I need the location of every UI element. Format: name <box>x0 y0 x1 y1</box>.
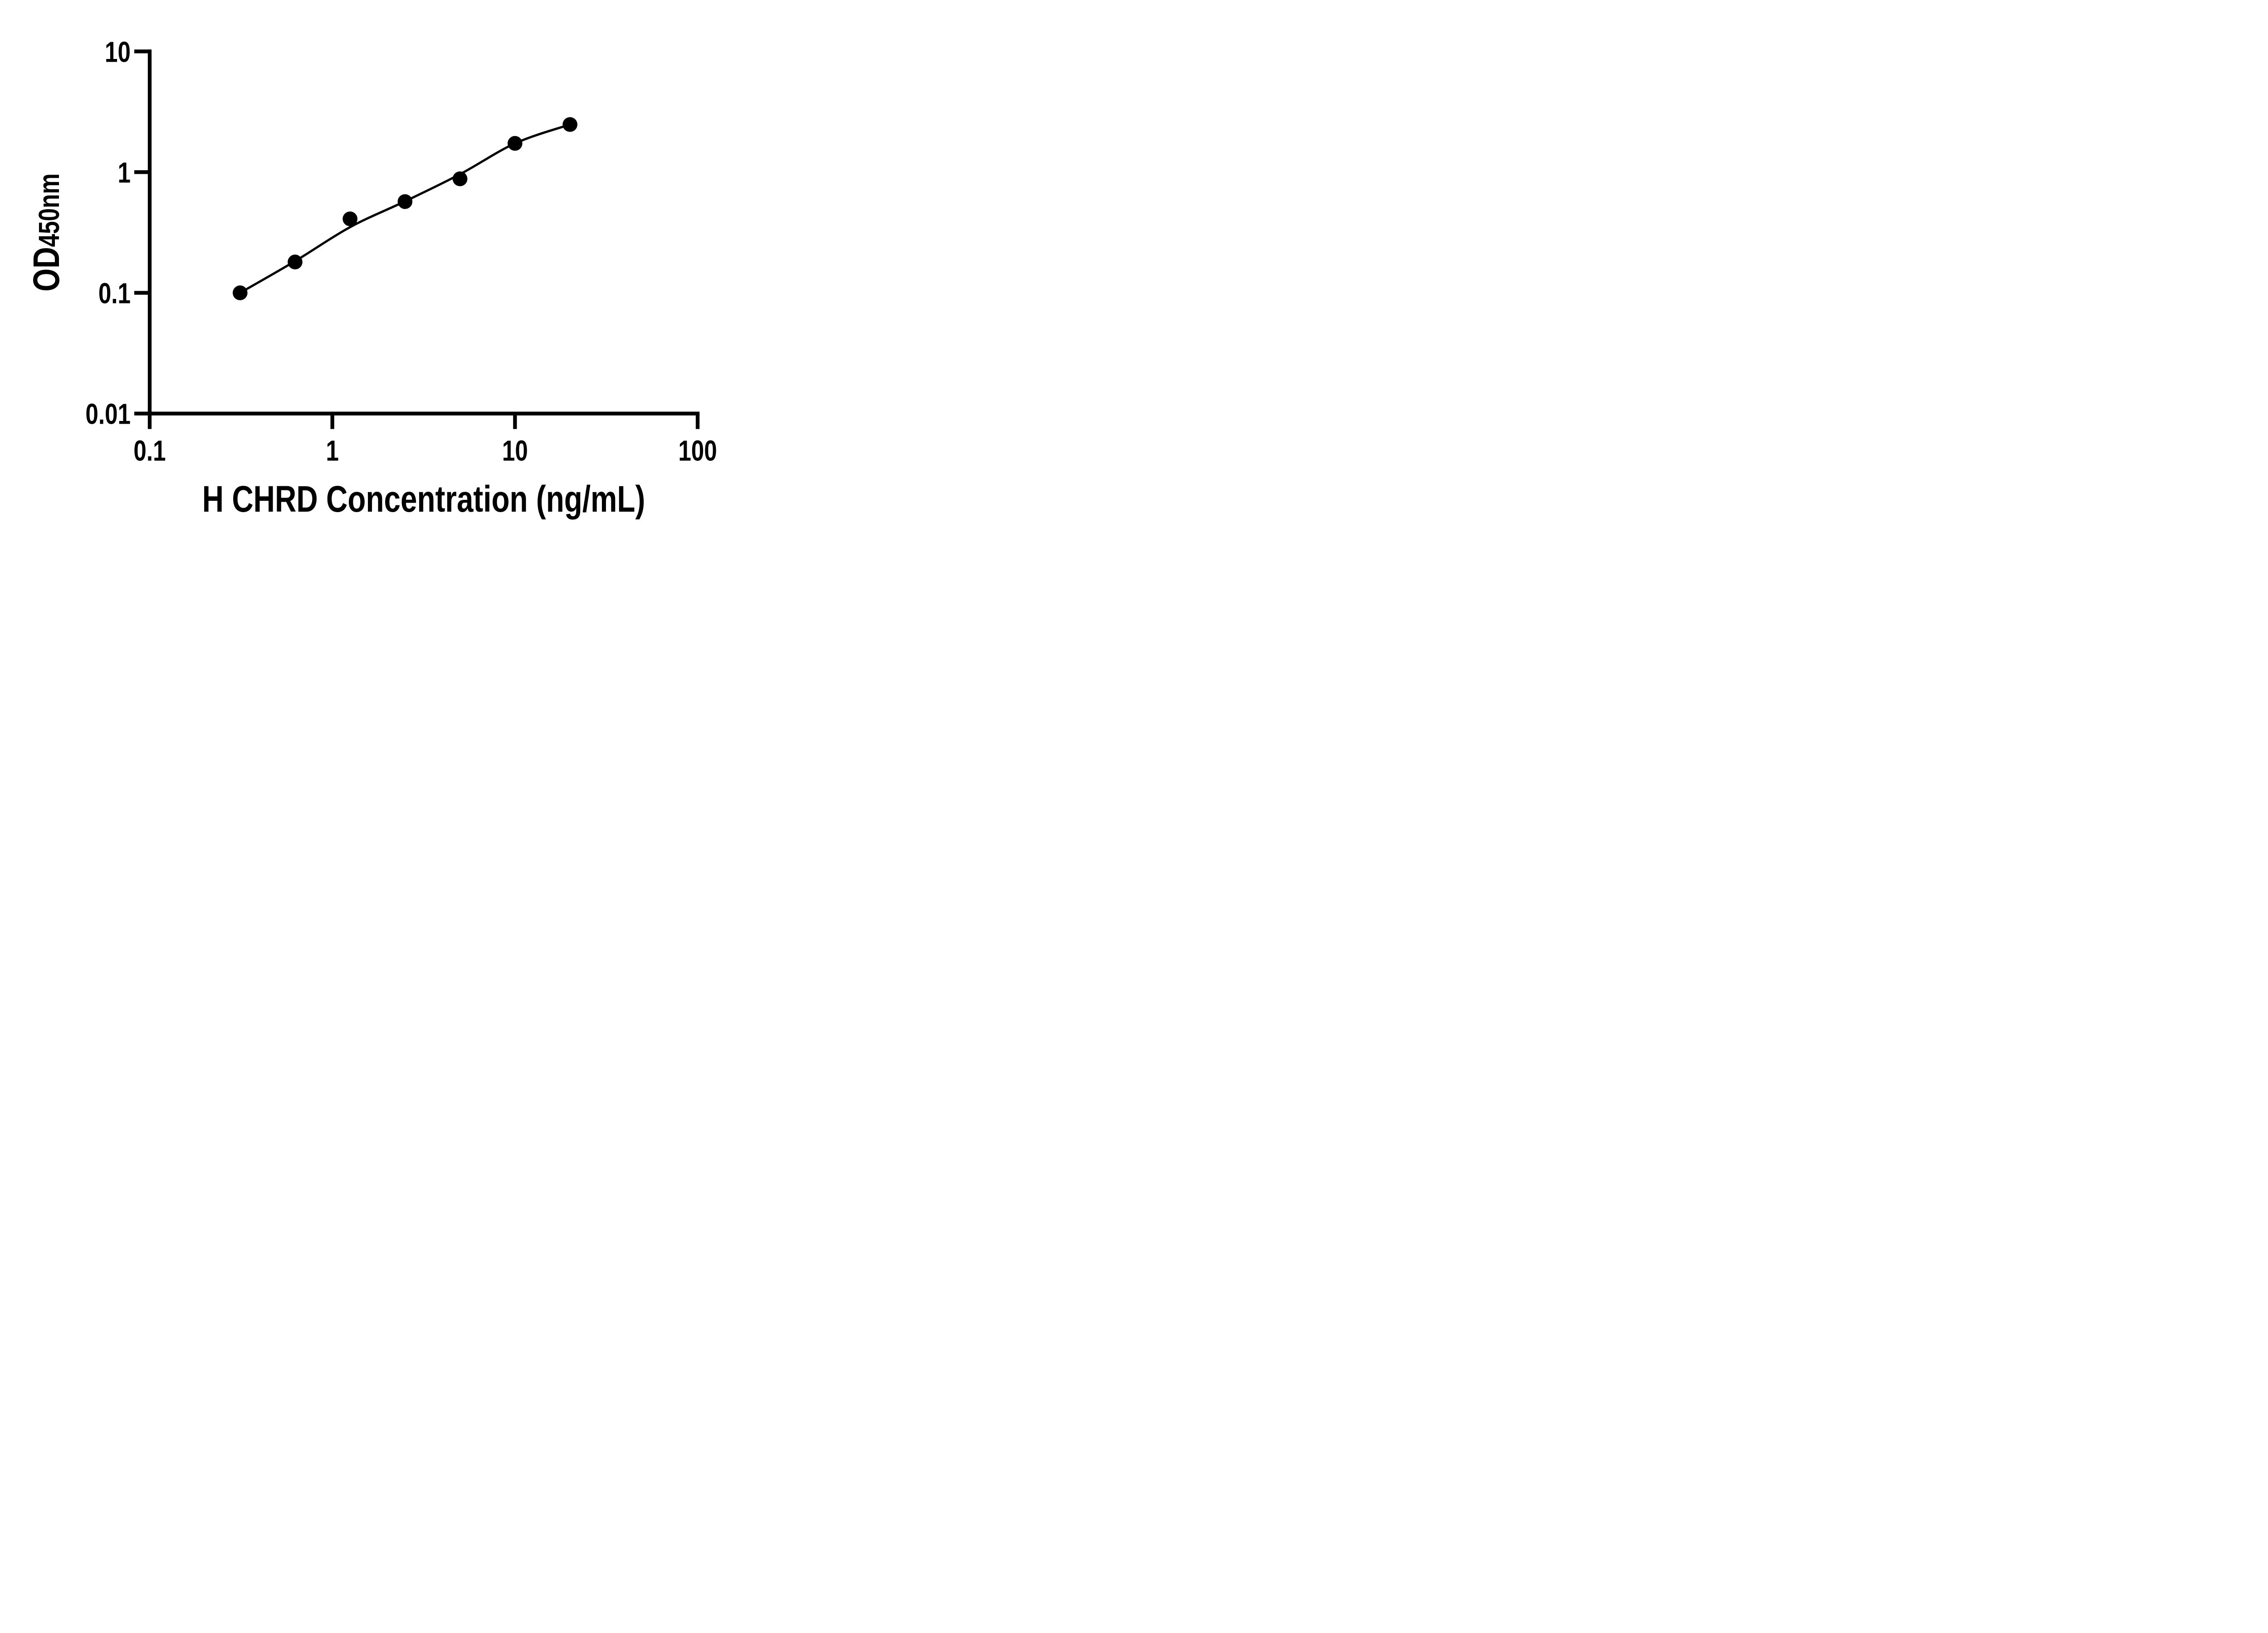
y-axis-title-main: OD <box>25 247 67 291</box>
x-tick-label-1: 1 <box>326 435 338 467</box>
x-axis-title: H CHRD Concentration (ng/mL) <box>202 478 645 520</box>
y-axis-title: OD450nm <box>25 173 67 292</box>
data-point-4 <box>397 194 413 209</box>
data-point-5 <box>452 171 468 186</box>
y-axis-title-sub: 450nm <box>34 173 66 247</box>
elisa-standard-curve-figure: 10 1 0.1 0.01 0.1 1 10 100 H CHRD Concentration … <box>0 0 777 544</box>
data-point-6 <box>508 136 523 151</box>
y-tick-label-10: 10 <box>105 36 131 68</box>
data-point-1 <box>233 285 248 300</box>
y-tick-label-0.1: 0.1 <box>98 278 131 310</box>
data-point-7 <box>562 117 577 132</box>
x-tick-label-100: 100 <box>678 435 717 467</box>
y-tick-label-1: 1 <box>118 157 131 189</box>
y-tick-label-0.01: 0.01 <box>85 398 131 430</box>
data-point-2 <box>288 254 303 269</box>
data-point-3 <box>342 211 357 226</box>
x-tick-label-0.1: 0.1 <box>133 435 166 467</box>
x-tick-label-10: 10 <box>502 435 528 467</box>
